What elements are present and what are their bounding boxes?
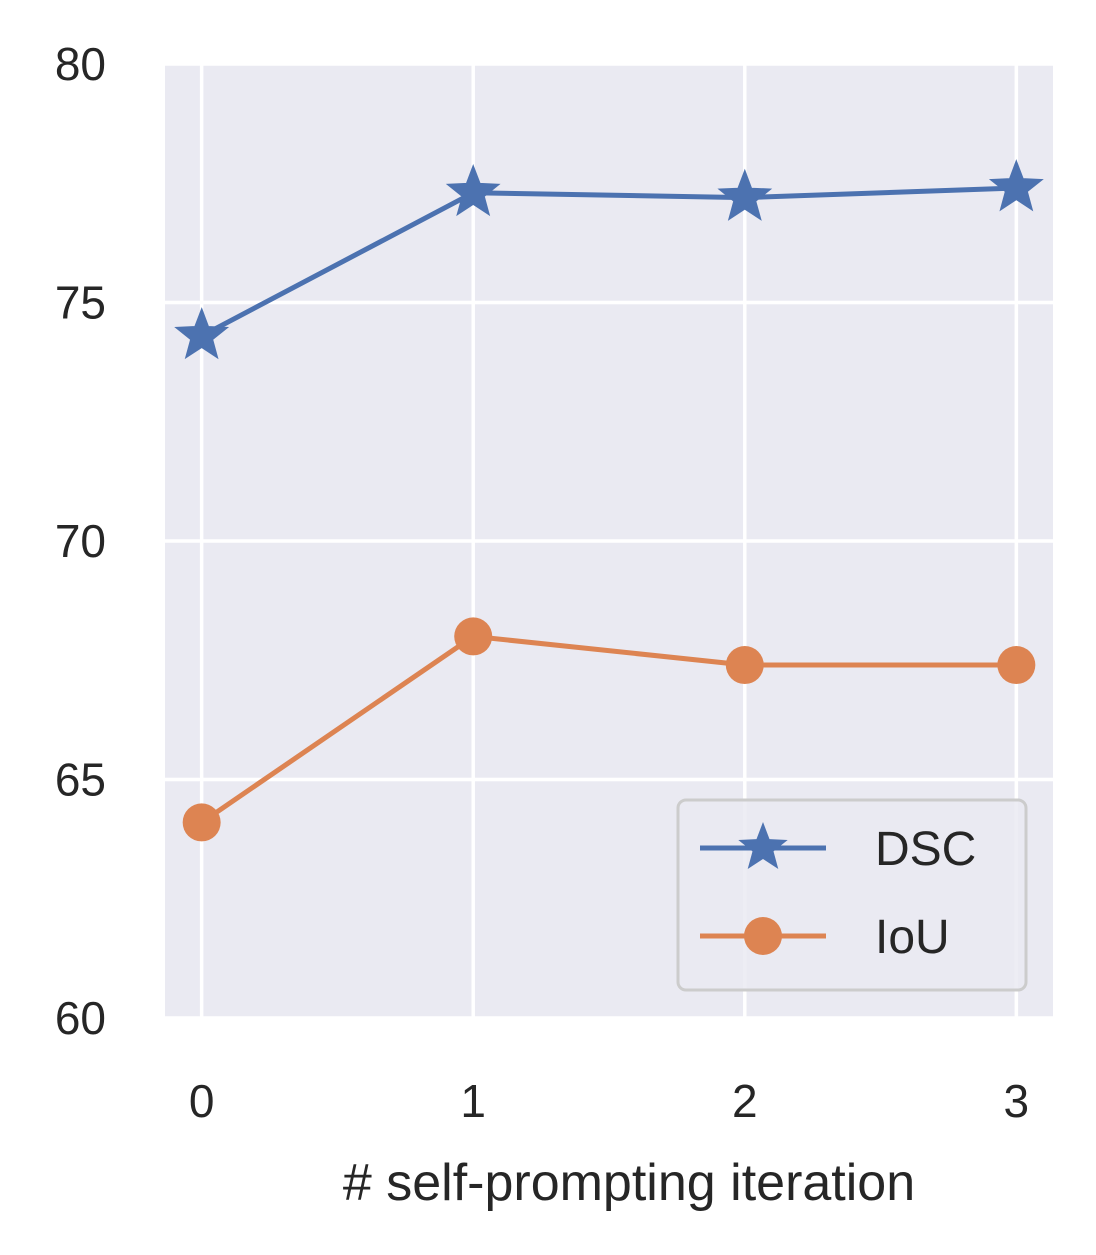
x-tick-label: 1 bbox=[460, 1075, 486, 1127]
y-tick-label: 70 bbox=[55, 515, 106, 567]
y-tick-label: 65 bbox=[55, 754, 106, 806]
legend-label-iou: IoU bbox=[875, 911, 950, 964]
x-axis-label: # self-prompting iteration bbox=[343, 1154, 915, 1212]
series-line-iou bbox=[200, 633, 1017, 825]
y-tick-label: 60 bbox=[55, 992, 106, 1044]
data-point-iou bbox=[997, 646, 1036, 685]
data-point-iou bbox=[725, 646, 764, 685]
y-tick-label: 75 bbox=[55, 277, 106, 329]
legend-item-iou: IoU bbox=[700, 911, 950, 964]
series-iou bbox=[182, 617, 1036, 842]
series-dsc bbox=[174, 159, 1044, 360]
series-line-dsc bbox=[200, 185, 1017, 339]
legend-marker-dsc bbox=[738, 822, 788, 869]
legend: DSC IoU bbox=[676, 798, 1028, 992]
data-point-iou bbox=[182, 803, 221, 842]
legend-item-dsc: DSC bbox=[700, 822, 976, 876]
x-tick-label: 3 bbox=[1004, 1075, 1030, 1127]
x-axis-ticks: 0 1 2 3 bbox=[189, 1075, 1029, 1127]
y-tick-label: 80 bbox=[55, 38, 106, 90]
data-point-iou bbox=[454, 617, 493, 656]
x-tick-label: 0 bbox=[189, 1075, 215, 1127]
legend-marker-iou bbox=[744, 917, 782, 955]
x-tick-label: 2 bbox=[732, 1075, 758, 1127]
legend-label-dsc: DSC bbox=[875, 823, 976, 876]
data-series bbox=[174, 159, 1044, 842]
grid-lines bbox=[165, 62, 1053, 1020]
data-point-dsc bbox=[445, 163, 501, 217]
y-axis-ticks: 60 65 70 75 80 bbox=[55, 38, 106, 1044]
data-point-dsc bbox=[988, 159, 1044, 212]
data-point-dsc bbox=[174, 307, 230, 360]
data-point-dsc bbox=[717, 168, 773, 221]
